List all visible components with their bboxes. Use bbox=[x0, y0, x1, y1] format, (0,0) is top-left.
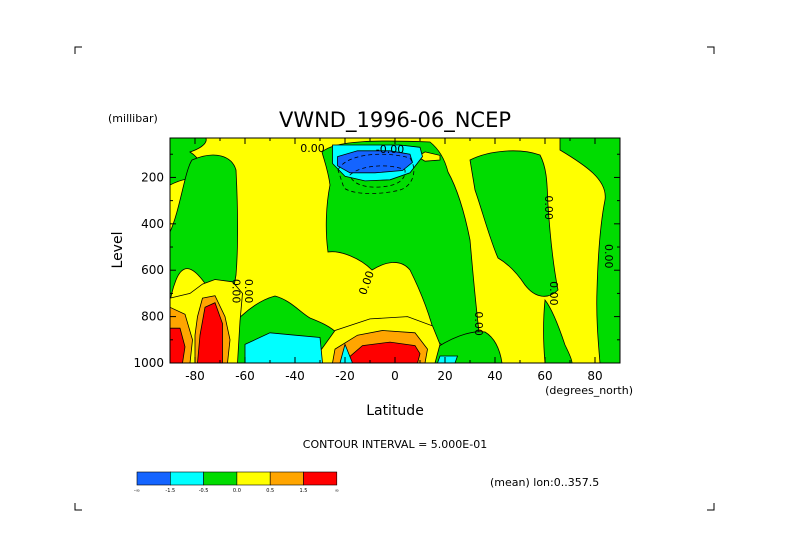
region-equatorial-lower-negative bbox=[436, 355, 459, 364]
dashed-contour-outer bbox=[337, 153, 415, 194]
chart-title: VWND_1996-06_NCEP bbox=[279, 108, 511, 133]
y-axis-label: Level bbox=[110, 232, 126, 269]
corner-mark-bottom-left bbox=[74, 503, 82, 511]
x-tick-label: 60 bbox=[537, 369, 552, 383]
contour-label: 0.00 bbox=[242, 279, 255, 304]
x-units-label: (degrees_north) bbox=[545, 384, 633, 397]
colorbar-swatch bbox=[136, 471, 171, 486]
negative-dashed-contours bbox=[337, 153, 415, 194]
green-region-north-center bbox=[469, 150, 559, 297]
x-tick-label: 80 bbox=[587, 369, 602, 383]
x-tick-label: 0 bbox=[391, 369, 399, 383]
contour-label: 0.00 bbox=[300, 142, 325, 155]
colorbar-swatch bbox=[269, 471, 304, 486]
y-tick-label: 600 bbox=[141, 263, 164, 277]
colorbar-swatch bbox=[170, 471, 204, 486]
y-tick-label: 1000 bbox=[133, 356, 164, 370]
contour-label: 0.00 bbox=[602, 244, 615, 269]
colorbar-level-label: -∞ bbox=[134, 488, 140, 494]
green-region-lower-right bbox=[543, 298, 573, 364]
contour-label: 0.00 bbox=[472, 311, 485, 336]
x-tick-label: -40 bbox=[285, 369, 305, 383]
x-tick-label: -20 bbox=[335, 369, 355, 383]
x-tick-label: -60 bbox=[235, 369, 255, 383]
corner-mark-bottom-right bbox=[707, 503, 715, 511]
colorbar-swatch bbox=[236, 471, 271, 486]
corner-mark-top-left bbox=[74, 46, 82, 54]
colorbar-swatch bbox=[303, 471, 338, 486]
corner-mark-top-right bbox=[707, 46, 715, 54]
y-units-label: (millibar) bbox=[108, 112, 158, 125]
y-tick-label: 800 bbox=[141, 310, 164, 324]
contour-label: 0.00 bbox=[542, 195, 555, 220]
colorbar-level-label: -0.5 bbox=[199, 488, 209, 494]
colorbar-level-label: 0.0 bbox=[233, 488, 241, 494]
x-axis-ticks: -80 -60 -40 -20 0 20 40 60 80 bbox=[169, 138, 621, 383]
green-region-lower-north bbox=[429, 331, 503, 364]
colorbar-level-label: ∞ bbox=[335, 488, 339, 494]
x-tick-label: 40 bbox=[487, 369, 502, 383]
subset-text: (mean) lon:0..357.5 bbox=[490, 476, 599, 489]
y-tick-label: 400 bbox=[141, 217, 164, 231]
y-axis-ticks: 200 400 600 800 1000 bbox=[133, 153, 620, 370]
y-tick-label: 200 bbox=[141, 170, 164, 184]
dashed-contour-inner bbox=[349, 165, 406, 188]
colorbar-level-label: -1.5 bbox=[165, 488, 175, 494]
green-region-north-right bbox=[559, 137, 621, 364]
contour-label: 0.00 bbox=[547, 281, 560, 306]
x-axis-label: Latitude bbox=[366, 403, 424, 419]
plot-area: 0.00 -0.000.000.00 0.000.000.000.000.00 bbox=[169, 137, 621, 364]
colorbar-swatch bbox=[203, 471, 238, 486]
colorbar-level-label: 0.5 bbox=[266, 488, 274, 494]
contour-regions bbox=[169, 144, 459, 364]
region-upper-negative-core bbox=[337, 150, 413, 174]
contour-label: -0.00 bbox=[376, 143, 404, 156]
contour-label: 0.00 bbox=[230, 279, 243, 304]
corner-marks bbox=[74, 46, 715, 511]
x-tick-label: -80 bbox=[185, 369, 205, 383]
contour-labels: 0.00 -0.000.000.00 0.000.000.000.000.00 bbox=[230, 142, 616, 336]
colorbar-level-label: 1.5 bbox=[300, 488, 308, 494]
contour-interval-text: CONTOUR INTERVAL = 5.000E-01 bbox=[303, 438, 487, 451]
x-tick-label: 20 bbox=[437, 369, 452, 383]
colorbar: -∞ -1.5 -0.5 0.0 0.5 1.5 ∞ bbox=[134, 471, 339, 494]
